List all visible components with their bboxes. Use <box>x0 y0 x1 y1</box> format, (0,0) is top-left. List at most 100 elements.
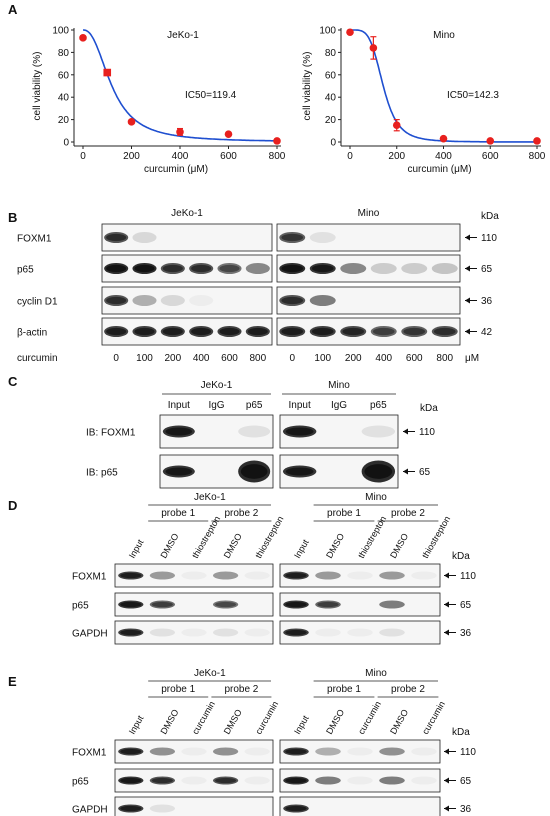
probe-label: probe 2 <box>391 684 425 695</box>
x-tick-label: 600 <box>482 151 499 162</box>
arrow-head <box>444 777 449 784</box>
blot-band <box>379 571 405 580</box>
blot-band-core <box>162 327 183 336</box>
kda-marker: 36 <box>481 296 493 307</box>
lane-label: IgG <box>208 400 224 411</box>
blot-band <box>401 263 428 274</box>
y-tick-label: 40 <box>325 93 337 104</box>
blot-band <box>411 776 437 785</box>
chart-title: Mino <box>433 30 455 41</box>
blot-band <box>160 295 185 306</box>
blot-band <box>189 263 214 274</box>
data-point <box>103 68 112 77</box>
dose-label: 100 <box>314 353 331 364</box>
kda-marker: 36 <box>460 628 472 639</box>
x-axis-label: curcumin (μM) <box>144 164 208 175</box>
blot-strip <box>279 739 441 764</box>
blot-strip <box>101 223 273 252</box>
blot-band-core <box>120 572 142 579</box>
blot-band <box>309 232 336 243</box>
probe-label: probe 2 <box>224 684 258 695</box>
blot-band-core <box>215 777 237 784</box>
blot-band-core <box>106 233 127 242</box>
blot-band-core <box>285 777 307 784</box>
y-tick-label: 20 <box>325 115 337 126</box>
blot-band <box>181 747 207 756</box>
lane-label: Input <box>127 537 146 560</box>
blot-band-core <box>106 296 127 305</box>
arrow-head <box>444 629 449 636</box>
lane-label: curcumin <box>356 699 383 736</box>
row-label: cyclin D1 <box>17 297 58 308</box>
cell-line-title: JeKo-1 <box>194 668 226 679</box>
data-point <box>369 44 378 52</box>
blot-band <box>340 263 367 274</box>
row-label: FOXM1 <box>72 572 107 583</box>
blot-strip <box>279 563 441 588</box>
blot-band <box>132 232 157 243</box>
blot-band-core <box>285 601 307 608</box>
blot-strip <box>276 223 461 252</box>
blot-band-core <box>281 264 304 273</box>
kda-marker: 65 <box>481 264 493 275</box>
blot-band <box>244 747 270 756</box>
blot-strip <box>279 768 441 793</box>
blot-band <box>347 776 373 785</box>
data-point <box>533 137 541 145</box>
blot-band-core <box>215 601 237 608</box>
lane-label: DMSO <box>388 708 410 736</box>
dose-label: 0 <box>113 353 119 364</box>
y-axis-label: cell viability (%) <box>32 52 43 121</box>
x-tick-label: 0 <box>80 151 86 162</box>
blot-band <box>104 232 129 243</box>
data-point <box>176 128 184 136</box>
blot-strip <box>276 317 461 346</box>
dose-unit: μM <box>465 353 479 364</box>
blot-band <box>181 628 207 637</box>
blot-band <box>315 600 341 609</box>
blot-band-core <box>433 327 456 336</box>
blot-band-core <box>285 748 307 755</box>
blot-band <box>431 326 458 337</box>
blot-band-core <box>285 572 307 579</box>
kda-marker: 65 <box>460 776 472 787</box>
blot-band <box>132 295 157 306</box>
blot-strip <box>114 768 274 793</box>
blot-band-core <box>219 327 240 336</box>
arrow-head <box>403 468 408 475</box>
x-axis-label: curcumin <box>17 353 58 364</box>
blot-band-core <box>134 327 155 336</box>
blot-band-core <box>151 601 173 608</box>
dose-label: 0 <box>289 353 295 364</box>
blot-band <box>104 295 129 306</box>
blot-band-core <box>120 629 142 636</box>
blot-band <box>411 747 437 756</box>
blot-strip <box>114 592 274 617</box>
blot-band-core <box>372 327 395 336</box>
row-label: p65 <box>72 777 89 788</box>
chart-title: JeKo-1 <box>167 30 199 41</box>
data-point <box>346 28 354 37</box>
data-point <box>273 137 281 145</box>
row-label: FOXM1 <box>72 748 107 759</box>
blot-strip <box>114 796 274 816</box>
blot-band-core <box>106 327 127 336</box>
panel-label-a: A <box>8 2 18 17</box>
blot-band <box>189 295 214 306</box>
blot-band <box>217 263 242 274</box>
blot-band-core <box>285 805 307 812</box>
blot-strip <box>276 286 461 315</box>
y-tick-label: 80 <box>58 48 70 59</box>
blot-band-core <box>120 805 142 812</box>
probe-label: probe 1 <box>327 508 361 519</box>
x-tick-label: 0 <box>347 151 353 162</box>
blot-band-core <box>120 748 142 755</box>
kda-marker: 42 <box>481 327 493 338</box>
dose-response-chart: 0 20 40 60 80 100 0 200 400 600 800 curcumin (μM) ce… <box>302 26 546 176</box>
kda-marker: 110 <box>481 233 497 244</box>
lane-label: DMSO <box>158 532 180 560</box>
blot-band <box>379 776 405 785</box>
lane-label: Input <box>292 537 311 560</box>
y-tick-label: 0 <box>63 138 69 149</box>
